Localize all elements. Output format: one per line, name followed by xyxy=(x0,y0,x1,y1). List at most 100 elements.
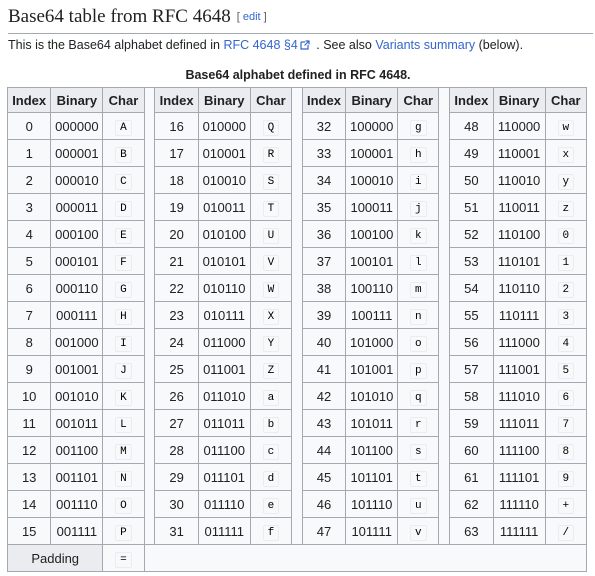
char-cell: b xyxy=(249,409,292,437)
index-cell: 9 xyxy=(6,355,52,383)
binary-cell: 001011 xyxy=(50,409,104,437)
base64-char: Y xyxy=(262,336,280,352)
binary-cell: 100011 xyxy=(345,193,399,221)
index-cell: 12 xyxy=(6,436,52,464)
table-row: 2 000010 C 18 010010 S 34 100010 i 50 110010 y xyxy=(6,166,588,194)
base64-char: h xyxy=(409,147,427,163)
char-cell: g xyxy=(397,112,440,140)
char-cell: m xyxy=(397,274,440,302)
index-cell: 21 xyxy=(154,247,199,275)
base64-char: I xyxy=(115,336,132,352)
index-cell: 19 xyxy=(154,193,199,221)
char-cell: e xyxy=(249,490,292,518)
index-cell: 37 xyxy=(301,247,347,275)
base64-char: U xyxy=(262,228,280,244)
column-header-binary: Binary xyxy=(345,87,399,113)
base64-char: M xyxy=(115,444,132,460)
index-cell: 35 xyxy=(301,193,347,221)
base64-char: N xyxy=(115,471,132,487)
binary-cell: 011010 xyxy=(197,382,251,410)
char-cell: n xyxy=(397,301,440,329)
base64-char: O xyxy=(115,498,132,514)
rfc-4648-link[interactable]: RFC 4648 §4 xyxy=(223,38,298,52)
base64-char: R xyxy=(262,147,280,163)
char-cell: h xyxy=(397,139,440,167)
column-gap xyxy=(290,436,303,464)
index-cell: 49 xyxy=(449,139,494,167)
char-cell: s xyxy=(397,436,440,464)
binary-cell: 011001 xyxy=(197,355,251,383)
edit-link[interactable]: edit xyxy=(242,11,261,23)
char-cell: 7 xyxy=(544,409,588,437)
column-gap xyxy=(143,247,156,275)
column-gap xyxy=(290,274,303,302)
binary-cell: 101110 xyxy=(345,490,399,518)
binary-cell: 100100 xyxy=(345,220,399,248)
index-cell: 59 xyxy=(449,409,494,437)
index-cell: 18 xyxy=(154,166,199,194)
column-gap xyxy=(143,436,156,464)
binary-cell: 000001 xyxy=(50,139,104,167)
base64-char: 7 xyxy=(557,417,575,433)
padding-char-cell: = xyxy=(102,544,145,572)
base64-char: o xyxy=(409,336,427,352)
table-row: 0 000000 A 16 010000 Q 32 100000 g 48 110000 w xyxy=(6,112,588,140)
char-cell: 0 xyxy=(544,220,588,248)
char-cell: G xyxy=(102,274,145,302)
base64-table: Index Binary Char Index Binary Char Index Binar… xyxy=(6,87,588,572)
binary-cell: 001111 xyxy=(50,517,104,545)
column-header-binary: Binary xyxy=(492,87,546,113)
base64-char: P xyxy=(115,525,132,541)
index-cell: 62 xyxy=(449,490,494,518)
base64-char: q xyxy=(409,390,427,406)
binary-cell: 111101 xyxy=(492,463,546,491)
base64-char: B xyxy=(115,147,132,163)
char-cell: u xyxy=(397,490,440,518)
column-gap xyxy=(290,247,303,275)
padding-empty xyxy=(143,544,588,572)
index-cell: 40 xyxy=(301,328,347,356)
index-cell: 6 xyxy=(6,274,52,302)
base64-char: W xyxy=(262,282,280,298)
char-cell: y xyxy=(544,166,588,194)
index-cell: 23 xyxy=(154,301,199,329)
column-gap xyxy=(143,193,156,221)
char-cell: I xyxy=(102,328,145,356)
index-cell: 11 xyxy=(6,409,52,437)
column-gap xyxy=(143,87,156,113)
base64-char: f xyxy=(262,525,280,541)
binary-cell: 011111 xyxy=(197,517,251,545)
column-header-index: Index xyxy=(154,87,199,113)
binary-cell: 001101 xyxy=(50,463,104,491)
table-row: 15 001111 P 31 011111 f 47 101111 v 63 111111 / xyxy=(6,517,588,545)
char-cell: N xyxy=(102,463,145,491)
variants-summary-link[interactable]: Variants summary xyxy=(375,38,476,52)
index-cell: 7 xyxy=(6,301,52,329)
column-header-binary: Binary xyxy=(50,87,104,113)
binary-cell: 100111 xyxy=(345,301,399,329)
index-cell: 46 xyxy=(301,490,347,518)
binary-cell: 101101 xyxy=(345,463,399,491)
index-cell: 39 xyxy=(301,301,347,329)
char-cell: S xyxy=(249,166,292,194)
column-gap xyxy=(290,382,303,410)
char-cell: 4 xyxy=(544,328,588,356)
index-cell: 32 xyxy=(301,112,347,140)
index-cell: 17 xyxy=(154,139,199,167)
binary-cell: 101100 xyxy=(345,436,399,464)
column-gap xyxy=(143,355,156,383)
binary-cell: 011000 xyxy=(197,328,251,356)
char-cell: 1 xyxy=(544,247,588,275)
column-gap xyxy=(290,87,303,113)
binary-cell: 110110 xyxy=(492,274,546,302)
char-cell: T xyxy=(249,193,292,221)
index-cell: 30 xyxy=(154,490,199,518)
base64-char: 2 xyxy=(557,282,575,298)
column-gap xyxy=(438,193,451,221)
index-cell: 5 xyxy=(6,247,52,275)
char-cell: c xyxy=(249,436,292,464)
column-gap xyxy=(438,463,451,491)
base64-char: e xyxy=(262,498,280,514)
section-heading: Base64 table from RFC 4648 [ edit ] xyxy=(8,4,593,34)
intro-paragraph: This is the Base64 alphabet defined in R… xyxy=(8,36,593,55)
